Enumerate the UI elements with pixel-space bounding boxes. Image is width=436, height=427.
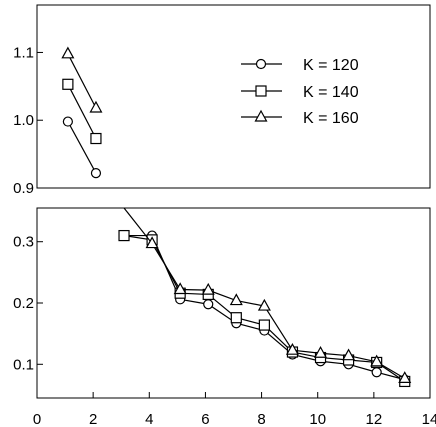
data-point bbox=[145, 236, 159, 249]
legend-marker bbox=[255, 58, 267, 70]
data-point bbox=[257, 298, 271, 311]
legend-item-2: K = 140 bbox=[241, 84, 359, 101]
series-line-upper bbox=[67, 84, 97, 139]
data-point bbox=[62, 116, 73, 127]
x-tick-label: 2 bbox=[89, 411, 97, 427]
x-tick-label: 14 bbox=[422, 411, 436, 427]
data-point bbox=[62, 78, 74, 90]
data-point bbox=[89, 100, 103, 113]
legend-item-3: K = 160 bbox=[241, 109, 359, 127]
legend-label: K = 120 bbox=[303, 57, 359, 74]
data-point bbox=[230, 312, 242, 324]
axis-ticks: 0 2 4 6 8 10 12 14 0.9 1.0 1.1 0.1 0.2 0.3 bbox=[13, 44, 436, 427]
data-point bbox=[203, 299, 214, 310]
data-point bbox=[173, 282, 187, 295]
data-point bbox=[258, 319, 270, 331]
legend-item-1: K = 120 bbox=[241, 57, 359, 74]
y-tick-label-lower: 0.3 bbox=[13, 234, 34, 251]
series-line-upper bbox=[67, 121, 97, 174]
data-point bbox=[371, 367, 382, 378]
x-tick-label: 0 bbox=[33, 411, 41, 427]
y-tick-label-lower: 0.2 bbox=[13, 295, 34, 312]
data-point bbox=[201, 282, 215, 295]
x-tick-label: 12 bbox=[366, 411, 383, 427]
data-point bbox=[118, 229, 130, 242]
data-point bbox=[229, 293, 243, 306]
y-tick-label-upper: 0.9 bbox=[13, 180, 34, 197]
legend-label: K = 140 bbox=[303, 84, 359, 101]
y-tick-label-upper: 1.0 bbox=[13, 112, 34, 129]
x-tick-label: 6 bbox=[201, 411, 209, 427]
y-tick-label-upper: 1.1 bbox=[13, 44, 34, 61]
data-point bbox=[342, 348, 356, 361]
legend-label: K = 160 bbox=[303, 110, 359, 127]
legend: K = 120 K = 140 K = 160 bbox=[241, 57, 359, 127]
x-tick-label: 4 bbox=[145, 411, 153, 427]
data-point bbox=[90, 132, 102, 145]
series-line-upper bbox=[67, 53, 97, 109]
data-point bbox=[398, 371, 412, 383]
y-tick-label-lower: 0.1 bbox=[13, 356, 34, 373]
series-layer bbox=[61, 46, 412, 388]
data-point bbox=[90, 167, 102, 179]
x-tick-label: 8 bbox=[257, 411, 265, 427]
data-point bbox=[285, 342, 299, 355]
data-point bbox=[61, 46, 75, 59]
series-line-lower bbox=[123, 207, 406, 379]
x-tick-label: 10 bbox=[309, 411, 326, 427]
legend-marker bbox=[255, 85, 267, 97]
data-point bbox=[370, 354, 384, 367]
legend-marker bbox=[254, 109, 268, 122]
data-point bbox=[314, 346, 328, 358]
series-3 bbox=[61, 46, 412, 383]
upper-panel bbox=[36, 4, 431, 189]
series-1 bbox=[62, 116, 410, 385]
upper-plot-frame bbox=[36, 4, 431, 189]
